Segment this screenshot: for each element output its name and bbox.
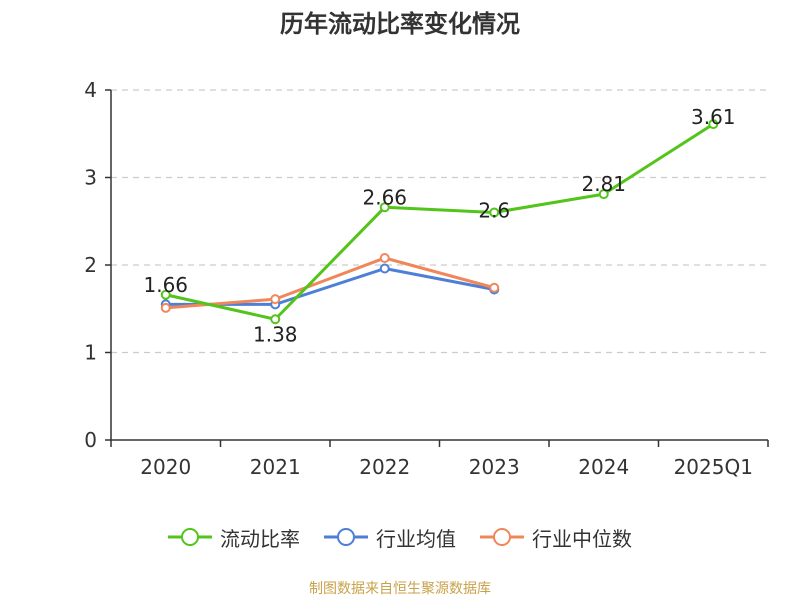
data-point [489,282,500,293]
data-label: 2.66 [362,185,407,209]
legend-item-0[interactable]: 流动比率 [168,523,300,552]
source-note: 制图数据来自恒生聚源数据库 [309,581,491,597]
data-label: 2.81 [581,172,626,196]
data-point [160,302,171,313]
data-labels: 1.66 1.38 2.66 2.6 2.81 3.61 [143,105,735,346]
series [160,119,719,325]
series-line-0 [165,122,715,321]
legend-label: 行业均值 [376,526,456,551]
data-point [598,189,609,200]
grid-lines [111,89,768,354]
y-tick-label: 2 [84,253,97,277]
legend-item-1[interactable]: 行业均值 [324,523,456,552]
legend-label: 行业中位数 [532,526,632,551]
y-tick-label: 1 [84,341,97,365]
data-point [489,207,500,218]
data-label: 3.61 [691,105,736,129]
legend-label: 流动比率 [220,526,300,551]
x-tick-label: 2025Q1 [674,455,753,479]
chart-title: 历年流动比率变化情况 [280,10,520,38]
legend-dot [337,528,355,546]
data-point [708,119,719,130]
x-tick-label: 2021 [250,455,301,479]
data-point [270,294,281,305]
y-tick-label: 3 [84,166,97,190]
legend-dot [493,528,511,546]
y-tick-label: 0 [84,428,97,452]
chart-legend: 流动比率 行业均值 行业中位数 [0,520,800,554]
data-point [379,202,390,213]
data-point [160,289,171,300]
x-tick-label: 2023 [469,455,520,479]
data-point [270,314,281,325]
x-tick-label: 2022 [359,455,410,479]
series-line-2 [165,256,495,310]
x-tick-label: 2020 [140,455,191,479]
data-label: 1.66 [143,273,188,297]
legend-marker-icon [168,528,212,546]
y-tick-label: 4 [84,78,97,102]
axes: 0 1 2 3 4 2020 2021 2022 2023 2024 2025Q1 [84,78,769,479]
data-point [379,253,390,263]
data-point [379,263,390,274]
data-label: 1.38 [253,322,298,346]
legend-dot [181,528,199,546]
data-label: 2.6 [478,199,510,223]
legend-marker-icon [480,528,524,546]
legend-item-2[interactable]: 行业中位数 [480,523,632,552]
legend-marker-icon [324,528,368,546]
x-tick-label: 2024 [578,455,629,479]
